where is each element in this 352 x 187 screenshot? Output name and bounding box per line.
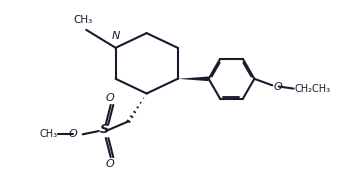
Text: CH₃: CH₃ (39, 129, 57, 139)
Text: N: N (112, 31, 120, 41)
Text: O: O (105, 160, 114, 169)
Text: S: S (100, 123, 109, 136)
Text: O: O (105, 93, 114, 103)
Text: CH₂CH₃: CH₂CH₃ (295, 84, 331, 94)
Text: O: O (68, 129, 77, 139)
Text: O: O (274, 82, 282, 91)
Polygon shape (178, 76, 209, 81)
Text: CH₃: CH₃ (73, 15, 92, 25)
